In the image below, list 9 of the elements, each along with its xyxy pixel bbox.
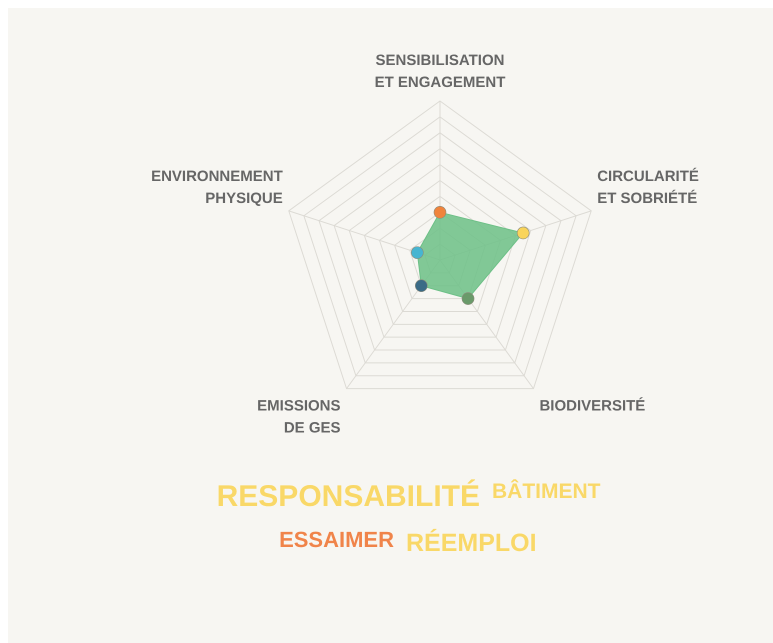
text: BÂTIMENT (492, 479, 601, 503)
text: RESPONSABILITÉ (216, 479, 480, 513)
spoke-label: ENVIRONNEMENT PHYSIQUE (151, 168, 283, 207)
text: ESSAIMER (279, 527, 394, 552)
spoke-label: SENSIBILISATION ET ENGAGEMENT (374, 52, 506, 91)
spoke-label: EMISSIONS DE GES (257, 398, 341, 437)
spoke-label: BIODIVERSITÉ (539, 396, 646, 415)
spoke-label: CIRCULARITÉ ET SOBRIÉTÉ (597, 166, 699, 207)
text: RÉEMPLOI (406, 528, 537, 557)
